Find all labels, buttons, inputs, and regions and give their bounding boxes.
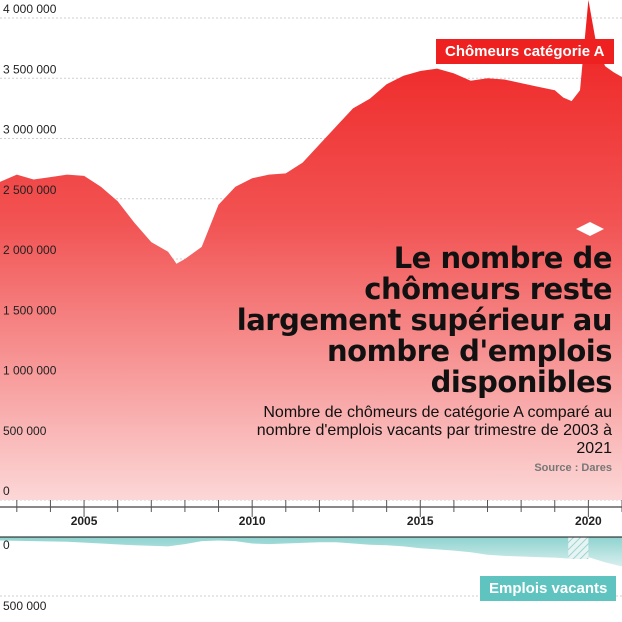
- y-tick-label: 2 500 000: [3, 183, 57, 197]
- x-tick-label: 2015: [407, 514, 434, 528]
- series-label-emplois: Emplois vacants: [480, 576, 617, 601]
- area-emplois: [0, 537, 622, 567]
- y-tick-labels: 0 500 000 1 000 000 1 500 000 2 000 000 2 500…: [3, 2, 57, 498]
- area-chomeurs: [0, 0, 622, 500]
- y-tick-label: 3 500 000: [3, 62, 57, 76]
- chart-source: Source : Dares: [534, 462, 612, 474]
- y-tick-label: 2 000 000: [3, 243, 57, 257]
- series-label-chomeurs: Chômeurs catégorie A: [436, 39, 614, 64]
- y2-tick-labels: 0 500 000: [3, 538, 47, 613]
- chart-title: Le nombre de chômeurs reste largement su…: [236, 241, 613, 399]
- hatched-period: [568, 537, 589, 559]
- y-tick-label: 3 000 000: [3, 123, 57, 137]
- y-tick-label: 4 000 000: [3, 2, 57, 16]
- y2-tick-label: 500 000: [3, 599, 47, 613]
- x-tick-label: 2020: [575, 514, 602, 528]
- series-areas: [0, 0, 622, 567]
- y-tick-label: 1 000 000: [3, 364, 57, 378]
- y2-tick-label: 0: [3, 538, 10, 552]
- diamond-marker: [576, 222, 604, 236]
- chart-subtitle: Nombre de chômeurs de catégorie A compar…: [256, 404, 612, 457]
- x-tick-label: 2010: [239, 514, 266, 528]
- y-tick-label: 500 000: [3, 424, 47, 438]
- title-block: Le nombre de chômeurs reste largement su…: [232, 241, 613, 475]
- x-axis: 2005 2010 2015 2020: [0, 500, 622, 538]
- x-tick-label: 2005: [71, 514, 98, 528]
- y-tick-label: 1 500 000: [3, 303, 57, 317]
- y-tick-label: 0: [3, 484, 10, 498]
